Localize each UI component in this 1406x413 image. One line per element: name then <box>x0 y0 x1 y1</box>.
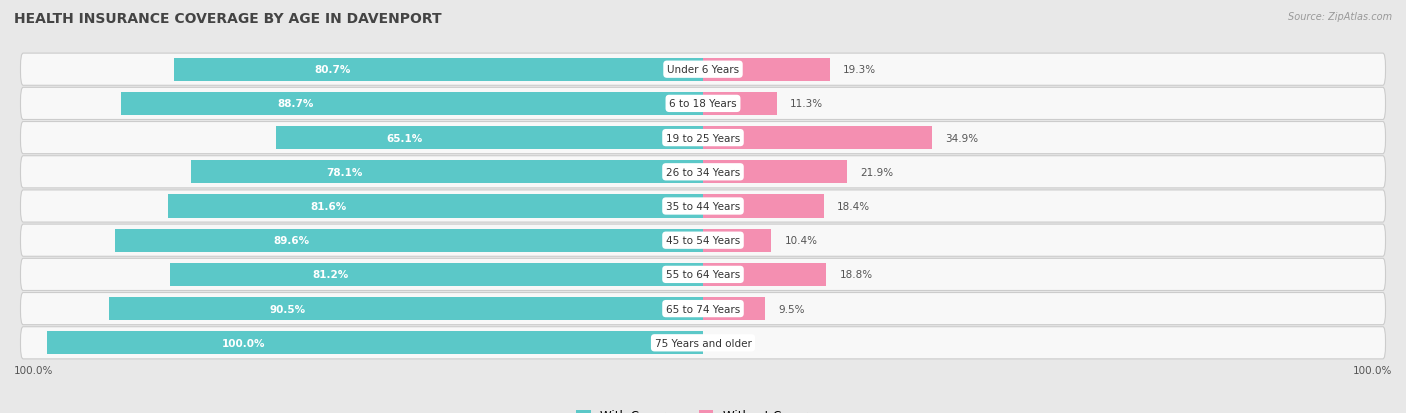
Bar <box>167 195 703 218</box>
Text: 35 to 44 Years: 35 to 44 Years <box>666 202 740 211</box>
Text: 19.3%: 19.3% <box>842 65 876 75</box>
Bar <box>276 127 703 150</box>
Text: 100.0%: 100.0% <box>1353 365 1392 375</box>
FancyBboxPatch shape <box>21 293 1385 325</box>
Text: 75 Years and older: 75 Years and older <box>655 338 751 348</box>
Text: 19 to 25 Years: 19 to 25 Years <box>666 133 740 143</box>
Text: Source: ZipAtlas.com: Source: ZipAtlas.com <box>1288 12 1392 22</box>
Text: 65.1%: 65.1% <box>385 133 422 143</box>
Text: 100.0%: 100.0% <box>14 365 53 375</box>
Text: 65 to 74 Years: 65 to 74 Years <box>666 304 740 314</box>
FancyBboxPatch shape <box>21 225 1385 256</box>
Bar <box>191 161 703 184</box>
Text: 11.3%: 11.3% <box>790 99 824 109</box>
FancyBboxPatch shape <box>21 157 1385 188</box>
FancyBboxPatch shape <box>21 54 1385 86</box>
Text: 81.2%: 81.2% <box>312 270 349 280</box>
Bar <box>115 229 703 252</box>
Text: 18.8%: 18.8% <box>839 270 873 280</box>
Bar <box>703 93 778 116</box>
Bar <box>703 58 830 82</box>
Bar <box>703 127 932 150</box>
Text: 9.5%: 9.5% <box>779 304 806 314</box>
Bar <box>173 58 703 82</box>
Bar <box>46 331 703 355</box>
Text: 6 to 18 Years: 6 to 18 Years <box>669 99 737 109</box>
Text: 90.5%: 90.5% <box>270 304 305 314</box>
Text: 80.7%: 80.7% <box>314 65 350 75</box>
Bar <box>703 229 772 252</box>
Text: HEALTH INSURANCE COVERAGE BY AGE IN DAVENPORT: HEALTH INSURANCE COVERAGE BY AGE IN DAVE… <box>14 12 441 26</box>
Text: 45 to 54 Years: 45 to 54 Years <box>666 236 740 246</box>
Text: 10.4%: 10.4% <box>785 236 817 246</box>
Bar <box>170 263 703 286</box>
FancyBboxPatch shape <box>21 88 1385 120</box>
Text: 55 to 64 Years: 55 to 64 Years <box>666 270 740 280</box>
Text: Under 6 Years: Under 6 Years <box>666 65 740 75</box>
Text: 100.0%: 100.0% <box>222 338 266 348</box>
Bar <box>703 263 827 286</box>
Text: 0.0%: 0.0% <box>716 338 742 348</box>
Bar <box>703 297 765 320</box>
Text: 21.9%: 21.9% <box>860 167 893 177</box>
Text: 81.6%: 81.6% <box>311 202 346 211</box>
Text: 88.7%: 88.7% <box>277 99 314 109</box>
FancyBboxPatch shape <box>21 259 1385 291</box>
Bar <box>703 195 824 218</box>
Legend: With Coverage, Without Coverage: With Coverage, Without Coverage <box>572 404 834 413</box>
Text: 78.1%: 78.1% <box>326 167 363 177</box>
FancyBboxPatch shape <box>21 122 1385 154</box>
FancyBboxPatch shape <box>21 190 1385 223</box>
Bar <box>110 297 703 320</box>
FancyBboxPatch shape <box>21 327 1385 359</box>
Bar <box>121 93 703 116</box>
Bar <box>703 161 846 184</box>
Text: 89.6%: 89.6% <box>273 236 309 246</box>
Text: 18.4%: 18.4% <box>837 202 870 211</box>
Text: 34.9%: 34.9% <box>945 133 979 143</box>
Text: 26 to 34 Years: 26 to 34 Years <box>666 167 740 177</box>
